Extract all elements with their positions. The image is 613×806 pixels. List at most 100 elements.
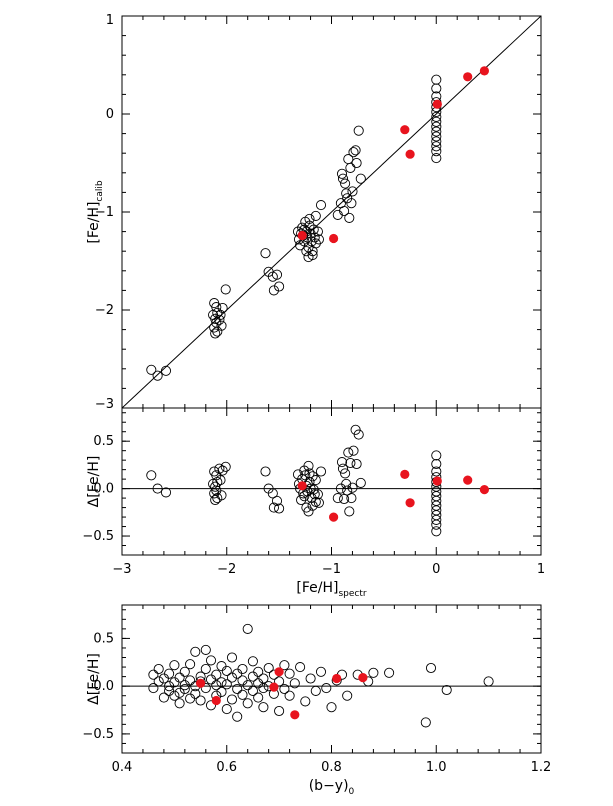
open-data-point bbox=[344, 506, 355, 517]
open-data-point bbox=[353, 429, 364, 440]
x-tick-label: −3 bbox=[112, 562, 131, 577]
filled-data-point bbox=[211, 695, 221, 706]
filled-data-point bbox=[290, 710, 300, 720]
open-data-point bbox=[152, 483, 163, 494]
y-tick-label: 0.0 bbox=[93, 482, 114, 497]
filled-data-point bbox=[269, 682, 279, 692]
x-tick-label: 1.2 bbox=[531, 760, 552, 775]
open-data-point bbox=[258, 683, 269, 694]
open-data-point bbox=[200, 683, 211, 694]
y-axis-title: [Fe/H]calib bbox=[86, 180, 105, 244]
open-data-point bbox=[153, 676, 164, 687]
open-data-point bbox=[384, 667, 395, 678]
x-tick-label: 0.6 bbox=[216, 760, 237, 775]
open-data-point bbox=[226, 652, 238, 663]
open-data-point bbox=[347, 186, 358, 197]
open-data-point bbox=[164, 668, 175, 679]
open-data-point bbox=[321, 683, 332, 694]
open-data-point bbox=[146, 470, 157, 481]
y-tick-label: 0.0 bbox=[93, 679, 114, 694]
open-data-point bbox=[315, 666, 327, 677]
x-tick-label: −1 bbox=[322, 562, 341, 577]
open-data-point bbox=[214, 463, 225, 474]
open-data-point bbox=[174, 698, 185, 709]
filled-data-point bbox=[332, 673, 342, 684]
open-data-point bbox=[301, 246, 312, 257]
open-data-point bbox=[355, 173, 366, 184]
open-data-point bbox=[301, 502, 312, 513]
x-tick-label: 0.4 bbox=[112, 760, 133, 775]
open-data-point bbox=[271, 269, 283, 280]
open-data-point bbox=[160, 365, 172, 376]
filled-data-point bbox=[479, 485, 489, 495]
filled-data-point bbox=[479, 66, 489, 76]
open-data-point bbox=[355, 477, 366, 488]
open-data-point bbox=[211, 669, 222, 680]
open-data-point bbox=[350, 145, 361, 156]
y-tick-label: 0 bbox=[106, 107, 114, 122]
open-data-point bbox=[210, 494, 221, 506]
y-axis-title: Δ[Fe/H] bbox=[86, 456, 102, 508]
open-data-point bbox=[274, 503, 285, 514]
open-data-point bbox=[332, 493, 343, 504]
open-data-point bbox=[431, 519, 442, 530]
open-data-point bbox=[210, 328, 221, 339]
open-data-point bbox=[205, 674, 217, 685]
open-data-point bbox=[205, 700, 217, 711]
open-data-point bbox=[268, 285, 279, 296]
open-data-point bbox=[216, 320, 227, 331]
open-data-point bbox=[431, 116, 442, 127]
open-data-point bbox=[242, 680, 253, 691]
y-tick-label: 0.5 bbox=[93, 631, 114, 646]
open-data-point bbox=[284, 668, 295, 679]
filled-data-point bbox=[196, 678, 206, 688]
open-data-point bbox=[310, 475, 321, 486]
open-data-point bbox=[258, 673, 269, 684]
open-data-point bbox=[310, 210, 321, 221]
open-data-point bbox=[368, 667, 379, 678]
open-data-point bbox=[337, 463, 349, 474]
open-data-point bbox=[431, 141, 442, 152]
filled-data-point bbox=[329, 233, 339, 244]
open-data-point bbox=[307, 471, 318, 482]
open-data-point bbox=[431, 121, 442, 132]
y-axis-title-subscript: calib bbox=[95, 180, 105, 201]
open-data-point bbox=[304, 476, 315, 488]
open-data-point bbox=[431, 146, 442, 157]
open-data-point bbox=[348, 445, 359, 456]
open-data-point bbox=[247, 671, 258, 682]
open-data-point bbox=[353, 125, 364, 136]
y-axis-title: Δ[Fe/H] bbox=[86, 653, 102, 705]
x-axis-title-subscript: spectr bbox=[338, 589, 366, 599]
open-data-point bbox=[431, 466, 442, 477]
open-data-point bbox=[279, 660, 290, 671]
filled-data-point bbox=[400, 469, 410, 479]
open-data-point bbox=[247, 656, 258, 667]
open-data-point bbox=[315, 200, 327, 211]
open-data-point bbox=[242, 623, 253, 634]
filled-data-point bbox=[274, 667, 284, 677]
open-data-point bbox=[253, 692, 264, 703]
open-data-point bbox=[215, 309, 226, 320]
filled-data-point bbox=[400, 125, 410, 135]
open-data-point bbox=[226, 694, 238, 705]
x-tick-label: 1 bbox=[537, 562, 545, 577]
open-data-point bbox=[217, 302, 228, 314]
y-axis-title-main: [Fe/H] bbox=[86, 202, 102, 244]
open-data-point bbox=[345, 457, 356, 469]
open-data-point bbox=[431, 74, 442, 85]
open-data-point bbox=[160, 487, 172, 498]
open-data-point bbox=[200, 663, 211, 675]
open-data-point bbox=[348, 147, 359, 158]
open-data-point bbox=[263, 662, 274, 674]
open-data-point bbox=[214, 314, 225, 325]
open-data-point bbox=[351, 157, 362, 169]
open-data-point bbox=[300, 696, 311, 707]
open-data-point bbox=[237, 675, 248, 686]
open-data-point bbox=[313, 497, 324, 508]
open-data-point bbox=[146, 364, 157, 375]
open-data-point bbox=[340, 468, 351, 479]
open-data-point bbox=[344, 212, 355, 223]
open-data-point bbox=[310, 685, 321, 696]
open-data-point bbox=[339, 205, 350, 217]
